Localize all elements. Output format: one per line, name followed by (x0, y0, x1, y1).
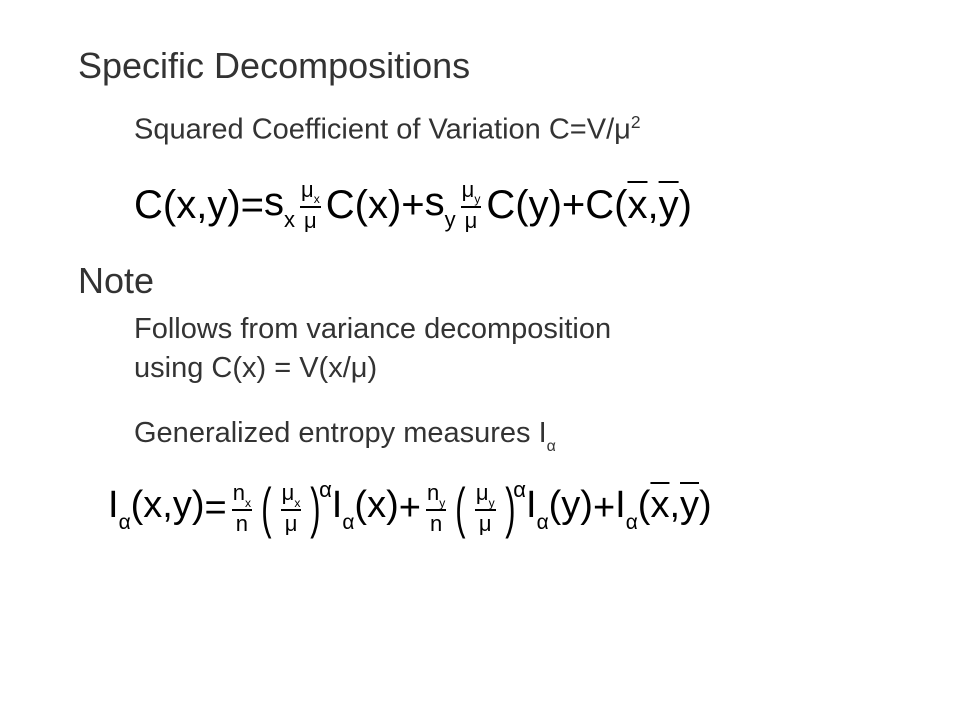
eq2-lhs-args: (x,y) (131, 484, 205, 526)
eq2-lhs: Iα(x,y) (108, 486, 205, 531)
eq2-lhs-sub: α (119, 511, 131, 534)
eq1-plus1: + (401, 185, 424, 225)
eq2-frac-nx-n: nx n (229, 481, 255, 535)
eq2-frac-mux-mu: μx μ (278, 481, 305, 535)
eq1-cbar-y: y (659, 183, 679, 227)
slide-title: Specific Decompositions (78, 44, 890, 87)
eq1-sx: sx (264, 182, 295, 228)
eq1-equals: = (241, 185, 264, 225)
eq2-equals: = (205, 489, 227, 527)
eq2-f1-num-base: n (233, 480, 245, 505)
equation-c-decomposition: C(x,y) = sx μx μ C(x) + sy μy μ C(y) + C… (134, 178, 890, 232)
eq2-iy-args: (y) (549, 484, 593, 526)
eq2-paren2: ( μy μ ) α (451, 481, 526, 535)
eq1-f2-num-sub: y (474, 192, 480, 206)
eq1-cbar-x: x (627, 183, 647, 227)
eq2-lhs-base: I (108, 484, 119, 526)
eq2-f2-num-sub: x (294, 496, 300, 510)
eq2-ix-base: I (332, 484, 343, 526)
eq2-f2-den: μ (281, 509, 302, 535)
eq1-frac-mux-mu: μx μ (297, 178, 324, 232)
sub-heading-text: Squared Coefficient of Variation C=V/μ (134, 114, 631, 146)
eq2-ibar-y: y (680, 484, 699, 526)
sub-heading: Squared Coefficient of Variation C=V/μ2 (134, 111, 890, 149)
eq2-paren1-power: α (319, 479, 332, 501)
eq1-cx: C(x) (326, 185, 402, 225)
eq1-f2-den: μ (461, 206, 482, 232)
note-title: Note (78, 260, 890, 302)
eq2-frac-muy-mu: μy μ (472, 481, 499, 535)
note-body: Follows from variance decomposition usin… (134, 310, 890, 456)
eq2-plus1: + (399, 489, 421, 527)
eq1-plus2: + (562, 185, 585, 225)
eq1-cbar-open: C( (585, 183, 627, 227)
eq2-ibar-open: ( (638, 484, 651, 526)
eq2-iy-sub: α (537, 511, 549, 534)
eq2-ibar: Iα(x,y) (615, 486, 712, 531)
eq2-paren2-power: α (513, 479, 526, 501)
eq1-sy-sub: y (445, 207, 456, 232)
eq2-f4-den: μ (475, 509, 496, 535)
note-line-2: using C(x) = V(x/μ) (134, 349, 890, 388)
eq1-sx-sub: x (284, 207, 295, 232)
eq2-paren1: ( μx μ ) α (257, 481, 332, 535)
eq2-paren2-open: ( (455, 483, 465, 533)
eq2-ibar-base: I (615, 484, 626, 526)
eq1-f1-num-base: μ (301, 177, 314, 202)
eq2-ix-sub: α (342, 511, 354, 534)
eq2-ibar-sub: α (626, 511, 638, 534)
eq2-ix-args: (x) (354, 484, 398, 526)
eq1-lhs: C(x,y) (134, 185, 241, 225)
sub-heading-sup: 2 (631, 112, 641, 132)
eq2-paren1-open: ( (261, 483, 271, 533)
eq2-f3-den: n (426, 509, 446, 535)
eq2-iy: Iα(y) (526, 486, 593, 531)
note-line-3: Generalized entropy measures Iα (134, 414, 890, 455)
eq1-cbar: C(x,y) (585, 185, 692, 225)
eq1-cy: C(y) (486, 185, 562, 225)
note-line-3-text: Generalized entropy measures I (134, 417, 547, 449)
note-line-3-sub: α (547, 438, 556, 455)
eq1-f1-num-sub: x (314, 192, 320, 206)
equation-ialpha-decomposition: Iα(x,y) = nx n ( μx μ ) α Iα(x) + ny n ( (108, 481, 890, 535)
eq2-iy-base: I (526, 484, 537, 526)
eq2-f3-num-sub: y (439, 496, 445, 510)
eq2-ix: Iα(x) (332, 486, 399, 531)
eq1-sx-base: s (264, 180, 284, 224)
eq2-f2-num-base: μ (282, 480, 295, 505)
eq1-sy: sy (425, 182, 456, 228)
eq1-f2-num-base: μ (462, 177, 475, 202)
eq2-f1-den: n (232, 509, 252, 535)
eq2-f4-num-base: μ (476, 480, 489, 505)
eq1-frac-muy-mu: μy μ (458, 178, 485, 232)
eq2-ibar-x: x (650, 484, 669, 526)
note-line-1: Follows from variance decomposition (134, 310, 890, 349)
eq1-sy-base: s (425, 180, 445, 224)
slide: Specific Decompositions Squared Coeffici… (0, 0, 960, 720)
eq1-cbar-close: ) (679, 183, 692, 227)
eq1-f1-den: μ (300, 206, 321, 232)
eq2-frac-ny-n: ny n (423, 481, 449, 535)
eq2-ibar-comma: , (669, 484, 680, 526)
eq2-plus2: + (593, 489, 615, 527)
eq2-ibar-close: ) (699, 484, 712, 526)
eq1-cbar-comma: , (647, 183, 658, 227)
eq2-f4-num-sub: y (489, 496, 495, 510)
eq2-f1-num-sub: x (245, 496, 251, 510)
eq2-f3-num-base: n (427, 480, 439, 505)
